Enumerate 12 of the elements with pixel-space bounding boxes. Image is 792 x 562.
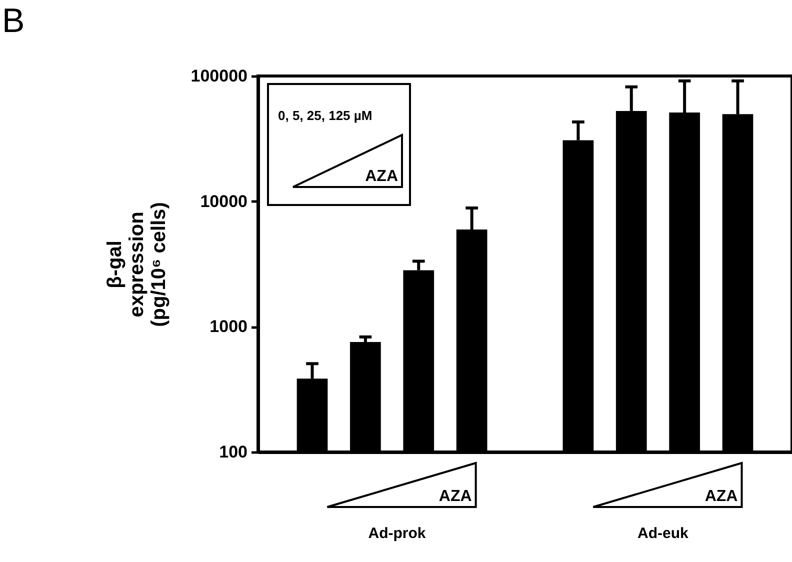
text: Ad-euk [638,525,690,542]
annotation: 0, 5, 25, 125 µM [278,108,372,123]
y-tick-label: 100000 [190,66,248,86]
y-tick-label: 10000 [200,192,248,211]
text: AZA [704,488,738,505]
annotation: AZA [365,168,398,185]
y-tick-label: 1000 [210,317,248,336]
y-tick-label: 100 [219,442,248,462]
y-axis-title: β-gal expression (pg/10⁶ cells) [104,202,170,327]
text: Ad-prok [368,525,426,542]
chart-title: B [2,2,25,41]
text: AZA [438,488,472,505]
